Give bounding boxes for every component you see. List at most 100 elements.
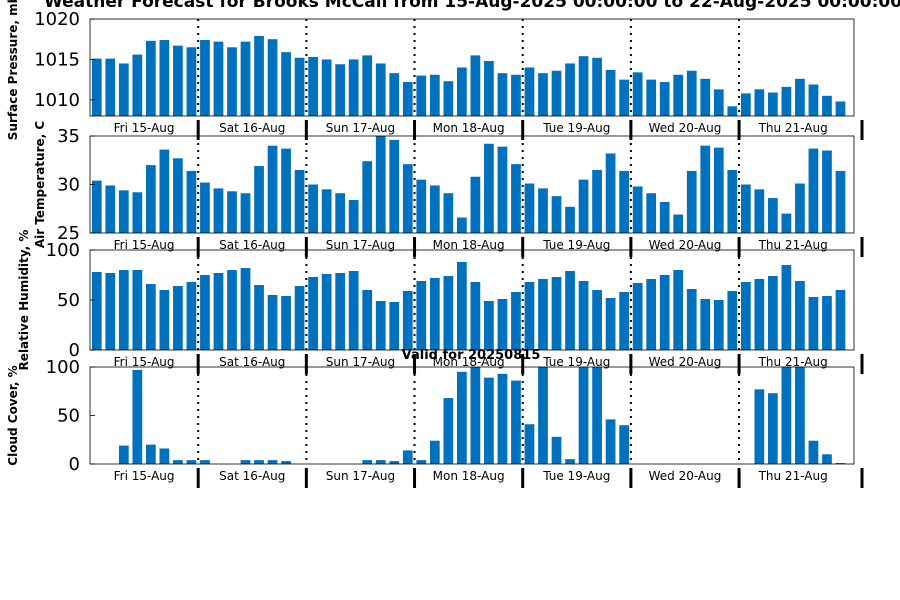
bar (835, 290, 846, 350)
bar (308, 277, 318, 350)
bar (173, 286, 183, 350)
bar (267, 295, 278, 350)
bar (497, 373, 508, 464)
bar (145, 444, 156, 464)
bar (497, 73, 508, 116)
bar (443, 193, 454, 233)
bar (673, 74, 684, 116)
bar (375, 460, 386, 464)
x-tick-label: Thu 21-Aug (758, 355, 828, 369)
bar (551, 277, 562, 350)
bar (781, 265, 792, 350)
bar (173, 158, 183, 233)
bar (132, 270, 143, 350)
x-tick-label: Mon 18-Aug (433, 121, 505, 135)
bar (335, 193, 346, 233)
x-tick-label: Sun 17-Aug (326, 355, 395, 369)
bar (213, 188, 224, 233)
bar (511, 164, 521, 233)
bar (727, 106, 738, 116)
chart-panels: 1010 1015 1020 Fri 15-Aug Sat 16-Aug Sun 17-A… (6, 0, 864, 488)
x-tick-label: Mon 18-Aug (433, 355, 505, 369)
bar (294, 169, 305, 233)
bar (91, 272, 102, 350)
bar (551, 196, 562, 233)
bar (700, 145, 711, 233)
chart-title: Weather Forecast for Brooks McCall from … (44, 0, 900, 12)
bar (700, 299, 711, 350)
bar (511, 74, 521, 116)
x-tick-label: Fri 15-Aug (114, 469, 175, 483)
bar (605, 153, 616, 233)
bar (781, 367, 792, 464)
bar (808, 297, 819, 350)
bar (822, 296, 832, 350)
x-tick-label: Fri 15-Aug (114, 121, 175, 135)
bar (835, 463, 846, 464)
y-tick-label: 1015 (34, 49, 80, 70)
bar (362, 290, 373, 350)
y-tick-label: 0 (69, 340, 80, 361)
bar (321, 59, 332, 116)
bar (740, 93, 751, 116)
bar (240, 193, 251, 233)
bar (416, 179, 427, 233)
bar (619, 79, 629, 117)
bar (348, 271, 359, 350)
bar (484, 301, 494, 350)
bar (497, 146, 508, 233)
bar (159, 290, 170, 350)
bar (470, 176, 481, 233)
bar (200, 182, 210, 233)
bar (456, 371, 467, 464)
bar (565, 271, 575, 350)
bar (402, 291, 413, 350)
bar (808, 84, 819, 116)
bar (375, 136, 386, 233)
bar (619, 425, 629, 464)
x-tick-label: Sun 17-Aug (326, 121, 395, 135)
bar (200, 275, 210, 350)
bar (713, 89, 724, 116)
bar (470, 367, 481, 464)
bar (795, 183, 805, 233)
bar (91, 180, 102, 233)
bar (835, 170, 846, 233)
bar (511, 292, 521, 350)
bar (524, 424, 535, 464)
bar (822, 95, 832, 116)
valid-date-label: Valid for 20250815 (402, 348, 541, 363)
bar (105, 273, 116, 350)
bar (416, 75, 427, 116)
bar (456, 67, 467, 116)
bar (267, 145, 278, 233)
bar (402, 164, 413, 233)
bar (294, 286, 305, 350)
panel-3: 0 50 100 Fri 15-Aug Sat 16-Aug Sun 17-Aug Mon … (17, 230, 864, 374)
bar (91, 58, 102, 116)
bar (240, 460, 251, 464)
x-tick-label: Tue 19-Aug (542, 355, 610, 369)
bar (389, 302, 400, 350)
bar (375, 63, 386, 116)
bar (578, 367, 589, 464)
bar (700, 78, 711, 116)
bar (808, 440, 819, 464)
bar (768, 393, 778, 464)
bar (186, 282, 197, 350)
bar (754, 389, 765, 464)
bar (578, 56, 589, 116)
bar (551, 70, 562, 116)
bar (335, 64, 346, 116)
bar (118, 270, 129, 350)
x-tick-label: Wed 20-Aug (649, 238, 722, 252)
bar (308, 56, 318, 116)
bar (145, 284, 156, 350)
bar (281, 52, 291, 116)
bar (524, 183, 535, 233)
y-tick-label: 100 (46, 240, 80, 261)
bar (105, 58, 116, 116)
bar (321, 274, 332, 350)
bar (281, 148, 291, 233)
